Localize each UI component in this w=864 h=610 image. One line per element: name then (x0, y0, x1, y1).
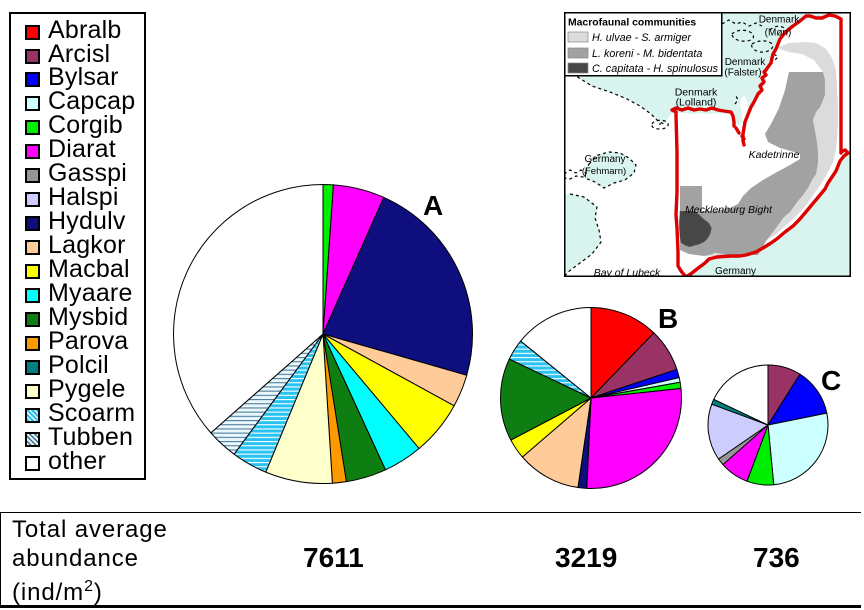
svg-text:Bay of Lubeck: Bay of Lubeck (594, 267, 661, 277)
svg-text:(Falster): (Falster) (724, 68, 761, 79)
svg-text:Denmark: Denmark (675, 87, 718, 99)
svg-text:(Fehmarn): (Fehmarn) (582, 166, 626, 177)
svg-text:C. capitata - H. spinulosus: C. capitata - H. spinulosus (592, 63, 719, 75)
svg-text:Denmark: Denmark (759, 15, 801, 26)
svg-text:Germany: Germany (715, 266, 756, 277)
svg-text:Mecklenburg Bight: Mecklenburg Bight (685, 204, 773, 216)
svg-text:Kadetrinne: Kadetrinne (749, 149, 800, 161)
svg-text:Macrofaunal communities: Macrofaunal communities (568, 18, 696, 29)
svg-text:(Lolland): (Lolland) (676, 97, 717, 109)
svg-text:Germany: Germany (584, 154, 625, 165)
svg-text:Denmark: Denmark (725, 57, 767, 68)
svg-text:L. koreni - M. bidentata: L. koreni - M. bidentata (592, 48, 702, 60)
svg-text:(Møn): (Møn) (765, 28, 792, 39)
svg-text:H. ulvae - S. armiger: H. ulvae - S. armiger (592, 32, 691, 44)
